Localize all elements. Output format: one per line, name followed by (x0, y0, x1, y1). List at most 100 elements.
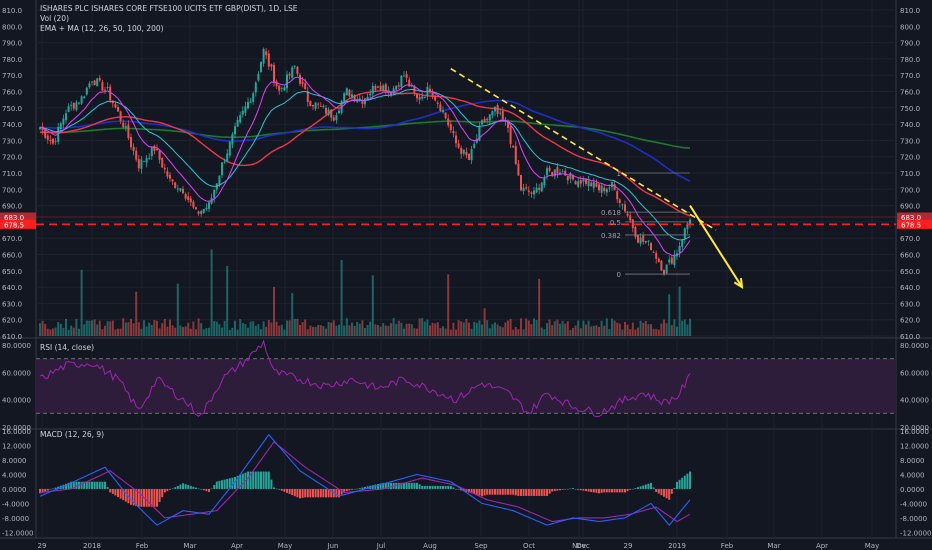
candle-body (408, 79, 411, 87)
candle-body (166, 171, 169, 177)
candle-body (423, 96, 426, 98)
volume-bar (618, 323, 621, 336)
volume-bar (613, 320, 616, 336)
volume-bar (249, 321, 252, 336)
candle-body (525, 187, 528, 189)
candle-body (442, 110, 444, 113)
macd-histogram-bar (156, 488, 158, 507)
x-tick-label: Mar (767, 542, 780, 550)
volume-bar (574, 325, 577, 336)
volume-bar (122, 318, 125, 336)
volume-bar (192, 321, 195, 336)
volume-bar (345, 318, 348, 336)
candle-body (114, 103, 117, 108)
macd-histogram-bar (574, 488, 577, 490)
macd-histogram-bar (509, 488, 512, 495)
candle-body (351, 94, 353, 99)
macd-histogram-bar (322, 488, 325, 498)
candle-body (491, 110, 494, 116)
volume-bar (57, 322, 60, 336)
macd-histogram-bar (85, 481, 88, 489)
price-pane[interactable]: 1 0.618 0.5 0.382 0 (36, 47, 896, 290)
candle-body (182, 188, 184, 194)
price-tick-label-right: 720.0 (900, 154, 920, 162)
volume-bar (280, 324, 283, 336)
macd-histogram-bar (660, 488, 663, 496)
macd-histogram-bar (218, 480, 221, 489)
x-tick-label: Aug (423, 542, 437, 550)
macd-histogram-bar (538, 488, 541, 496)
candle-body (325, 107, 327, 114)
volume-bar (75, 318, 78, 336)
volume-bar (520, 318, 522, 336)
candle-body (403, 75, 405, 77)
candle-body (169, 174, 171, 179)
macd-histogram-bar (210, 488, 213, 490)
macd-histogram-bar (278, 488, 281, 490)
price-tick-label-left: 730.0 (2, 137, 22, 145)
volume-bar (111, 320, 114, 336)
fib-level-label: 0.618 (601, 209, 621, 217)
volume-bar (231, 327, 234, 336)
macd-histogram-bar (517, 488, 520, 496)
candle-body (574, 181, 577, 185)
rsi-pane[interactable] (36, 339, 896, 418)
candle-body (70, 105, 73, 106)
candle-body (283, 87, 286, 91)
macd-histogram-bar (137, 488, 140, 507)
macd-histogram-bar (327, 488, 330, 498)
price-tag-left (0, 219, 36, 229)
macd-histogram-bar (447, 485, 450, 489)
x-tick-label: Apr (231, 542, 243, 550)
price-tick-label-right: 610.0 (900, 333, 920, 341)
candle-body (338, 110, 340, 113)
macd-pane[interactable] (39, 433, 691, 526)
macd-histogram-bar (564, 488, 567, 490)
candle-body (150, 147, 153, 157)
volume-bar (501, 327, 504, 336)
volume-bar (247, 327, 249, 336)
macd-histogram-bar (309, 488, 312, 498)
volume-bar (384, 325, 387, 336)
volume-bar (356, 321, 359, 336)
volume-bar (572, 327, 574, 336)
price-tick-label-left: 670.0 (2, 235, 22, 243)
macd-tick-label-right: 16.0000 (900, 428, 929, 436)
candle-body (106, 87, 109, 88)
volume-bar (416, 328, 418, 336)
candle-body (639, 237, 642, 244)
volume-bar (426, 319, 429, 336)
macd-histogram-bar (377, 484, 379, 489)
macd-histogram-bar (91, 481, 93, 489)
macd-histogram-bar (579, 488, 582, 491)
forecast-arrow-head (733, 278, 744, 290)
macd-histogram-bar (46, 488, 49, 491)
candle-body (265, 51, 268, 56)
volume-bar (67, 329, 70, 336)
macd-histogram-bar (234, 476, 236, 489)
volume-bar (455, 329, 457, 336)
candle-body (49, 140, 52, 142)
macd-histogram-bar (431, 485, 434, 489)
candle-body (317, 103, 320, 105)
macd-histogram-bar (434, 485, 437, 489)
candle-body (473, 143, 476, 148)
candle-body (299, 74, 301, 84)
candle-body (668, 259, 671, 263)
volume-bar (288, 320, 291, 336)
macd-histogram-bar (314, 488, 317, 498)
volume-bar (670, 325, 673, 336)
candle-body (613, 184, 616, 190)
price-tick-label-right: 700.0 (900, 186, 920, 194)
price-tick-label-left: 630.0 (2, 300, 22, 308)
price-tag-label-right: 678.5 (901, 221, 921, 229)
volume-bar (299, 324, 301, 336)
candle-body (579, 180, 582, 184)
macd-histogram-bar (166, 488, 169, 492)
candle-body (366, 96, 369, 100)
volume-bar (449, 329, 452, 336)
volume-bar (119, 328, 122, 336)
macd-histogram-bar (631, 488, 634, 490)
x-tick-label: 29 (624, 542, 633, 550)
